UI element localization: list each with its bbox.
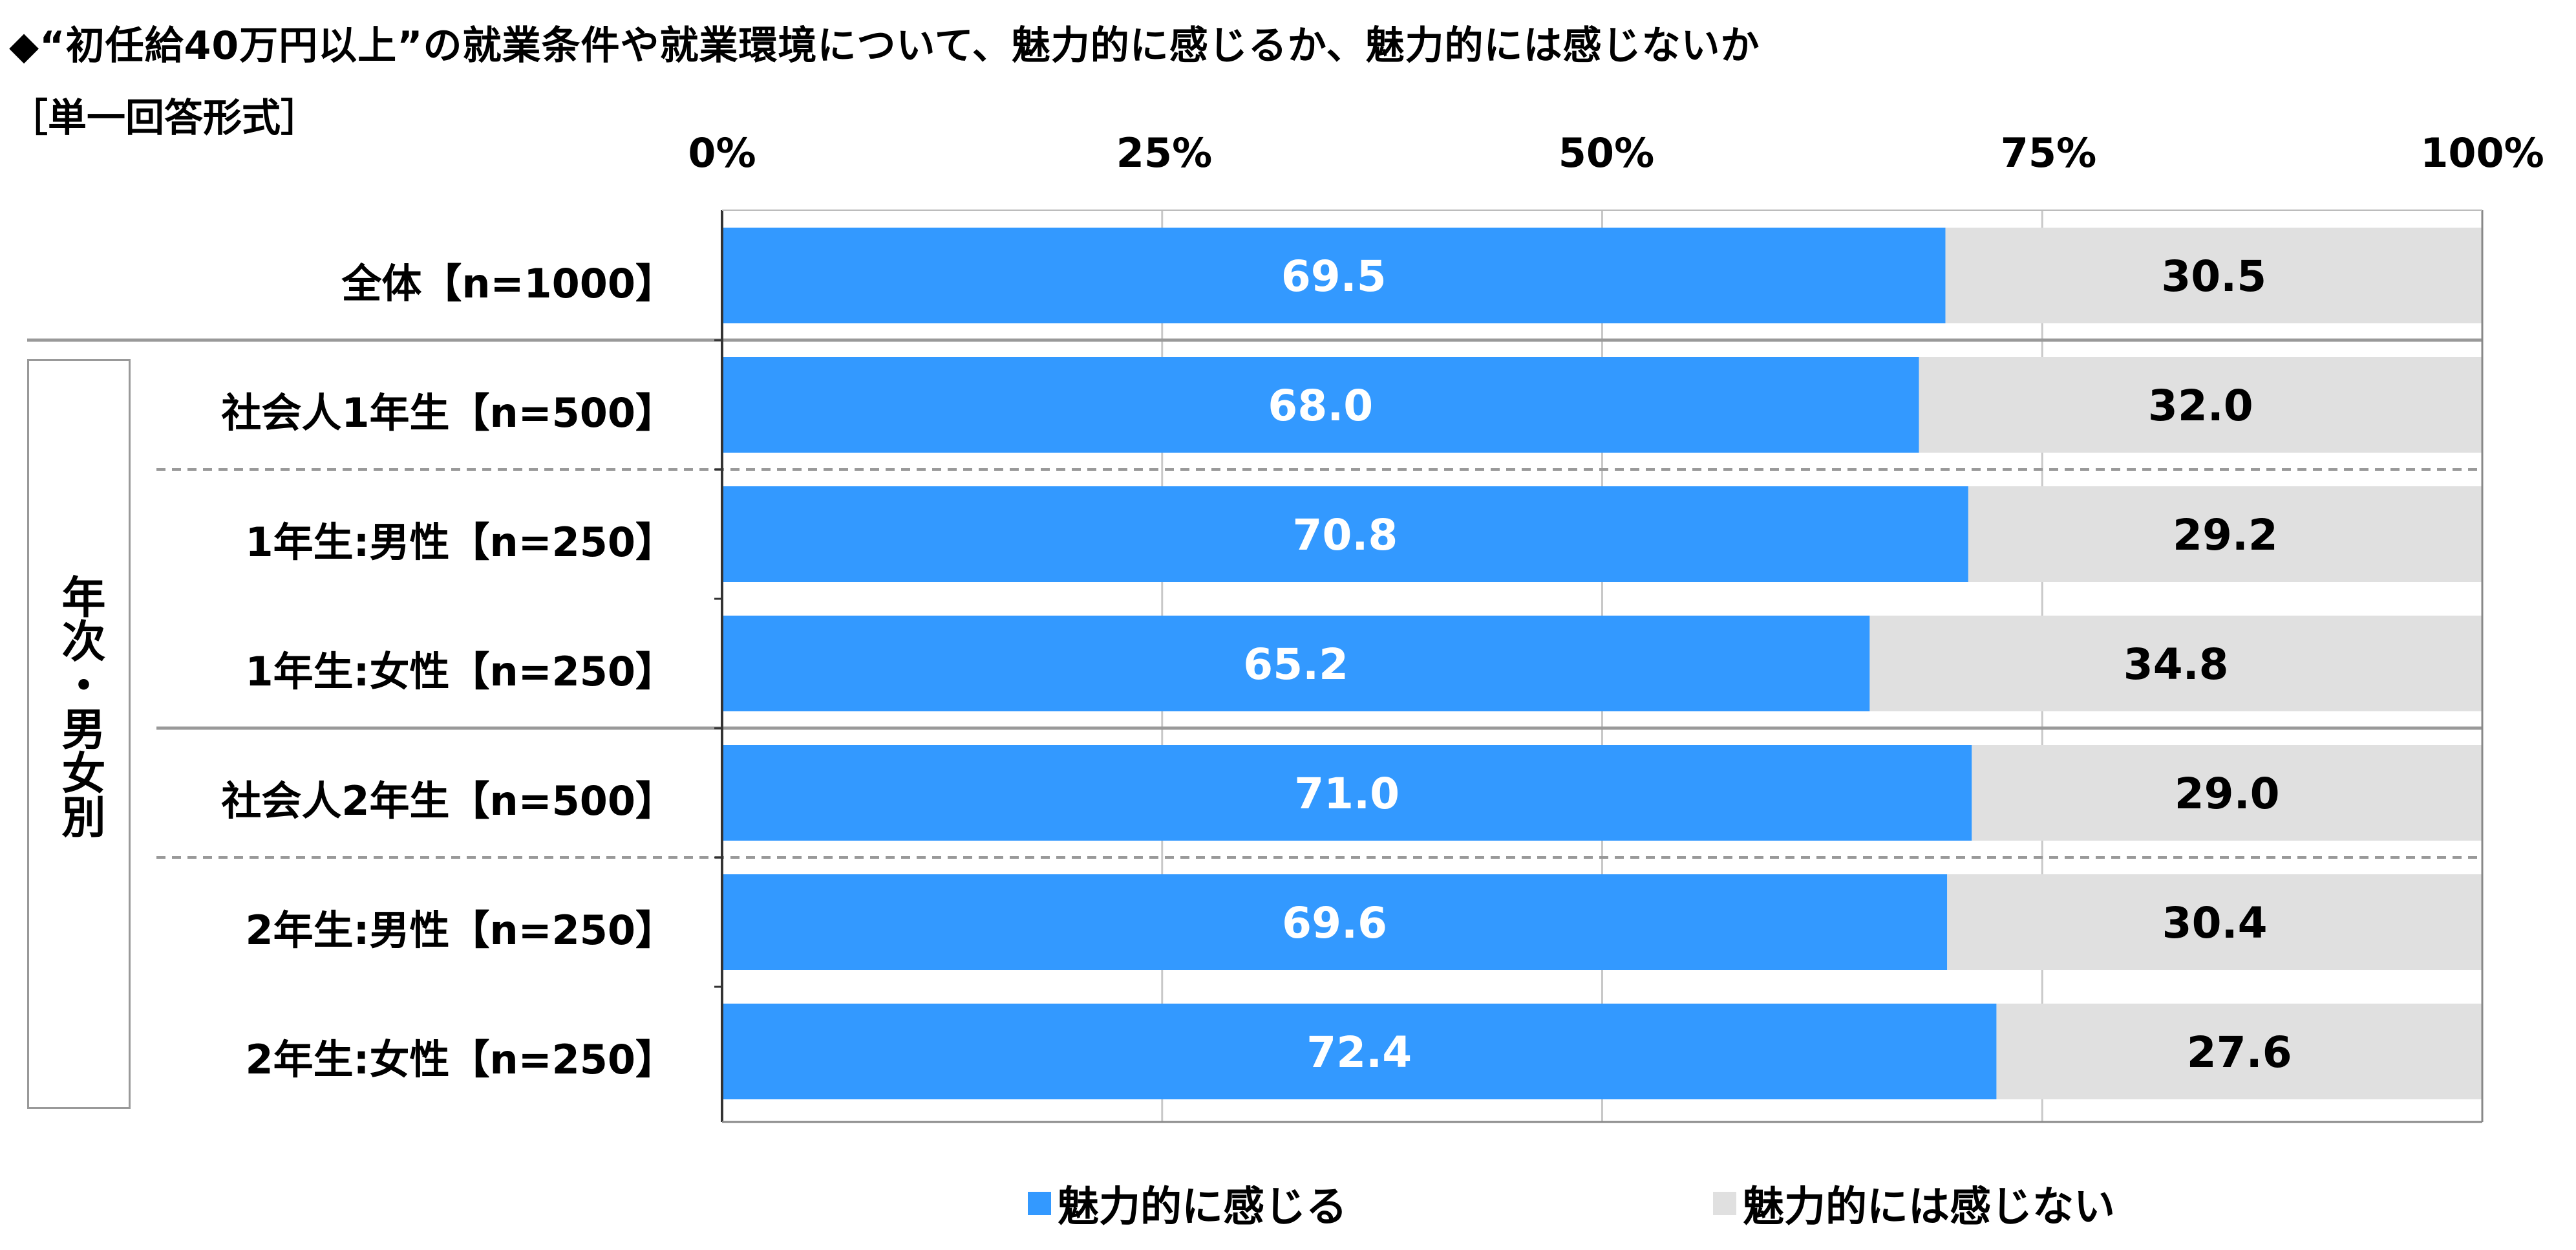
data-label-attractive-1: 68.0 [1268, 381, 1373, 431]
data-label-not-attractive-0: 30.5 [2161, 252, 2266, 301]
data-label-attractive-5: 69.6 [1282, 898, 1387, 948]
row-label-year2-female: 2年生:女性【n=250】 [245, 1036, 676, 1083]
chart-title: ◆“初任給40万円以上”の就業条件や就業環境について、魅力的に感じるか、魅力的に… [9, 23, 1760, 69]
x-tick-100: 100% [2420, 129, 2544, 177]
bar-not-attractive-2 [1968, 486, 2482, 582]
bar-attractive-5 [722, 874, 1948, 970]
x-tick-0: 0% [688, 129, 756, 177]
bar-attractive-3 [722, 616, 1870, 711]
chart-subtitle: ［単一回答形式］ [9, 96, 319, 141]
bar-attractive-0 [722, 228, 1946, 323]
row-label-year1-male: 1年生:男性【n=250】 [245, 519, 676, 566]
row-label-year1: 社会人1年生【n=500】 [221, 389, 676, 436]
x-tick-75: 75% [2000, 129, 2097, 177]
bar-not-attractive-4 [1972, 745, 2482, 841]
bar-attractive-4 [722, 745, 1972, 841]
row-label-year2: 社会人2年生【n=500】 [221, 777, 676, 824]
legend-swatch-attractive [1028, 1192, 1051, 1215]
legend-label-attractive: 魅力的に感じる [1058, 1183, 1347, 1231]
data-label-not-attractive-6: 27.6 [2187, 1028, 2292, 1077]
data-label-not-attractive-5: 30.4 [2162, 898, 2268, 948]
bar-not-attractive-3 [1869, 616, 2482, 711]
legend-item-not-attractive: 魅力的には感じない [1713, 1174, 2115, 1233]
data-label-not-attractive-2: 29.2 [2173, 510, 2278, 560]
data-label-attractive-3: 65.2 [1243, 640, 1348, 689]
group-label: 年次・男女別 [54, 574, 105, 838]
data-label-not-attractive-1: 32.0 [2148, 381, 2253, 431]
data-label-attractive-4: 71.0 [1294, 769, 1400, 819]
x-tick-50: 50% [1558, 129, 1655, 177]
bar-not-attractive-6 [1996, 1004, 2482, 1099]
row-label-year2-male: 2年生:男性【n=250】 [245, 907, 676, 954]
bar-not-attractive-1 [1919, 357, 2482, 453]
bar-attractive-1 [722, 357, 1919, 453]
data-label-attractive-6: 72.4 [1306, 1028, 1412, 1077]
row-label-total: 全体【n=1000】 [341, 260, 676, 307]
legend-swatch-not-attractive [1713, 1192, 1736, 1215]
data-label-not-attractive-3: 34.8 [2124, 640, 2229, 689]
bar-not-attractive-0 [1945, 228, 2482, 323]
group-label-box: 年次・男女別 [27, 359, 131, 1109]
row-label-year1-female: 1年生:女性【n=250】 [245, 648, 676, 695]
bar-attractive-2 [722, 486, 1968, 582]
data-label-attractive-0: 69.5 [1281, 252, 1387, 301]
data-label-attractive-2: 70.8 [1293, 510, 1398, 560]
legend-label-not-attractive: 魅力的には感じない [1743, 1183, 2115, 1231]
bar-attractive-6 [722, 1004, 1997, 1099]
bar-not-attractive-5 [1947, 874, 2482, 970]
x-tick-25: 25% [1116, 129, 1213, 177]
legend-item-attractive: 魅力的に感じる [1028, 1174, 1347, 1233]
data-label-not-attractive-4: 29.0 [2175, 769, 2280, 819]
